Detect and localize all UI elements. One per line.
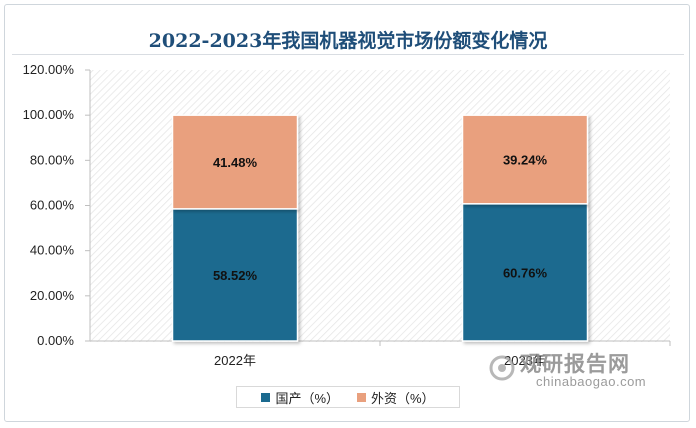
watermark-cn-text: 观研报告网 bbox=[520, 353, 630, 376]
x-tick-label: 2023年 bbox=[504, 353, 546, 368]
bar-segment bbox=[171, 208, 299, 342]
watermark: 观研报告网 chinabaogao.com bbox=[488, 346, 688, 390]
bar-segment bbox=[461, 114, 589, 205]
y-tick-label: 120.00% bbox=[23, 62, 75, 77]
legend-swatch-domestic bbox=[261, 392, 271, 402]
data-label: 58.52% bbox=[213, 268, 258, 283]
y-tick-label: 60.00% bbox=[30, 198, 75, 213]
y-tick-label: 80.00% bbox=[30, 152, 75, 167]
legend-label-foreign: 外资（%） bbox=[371, 390, 435, 406]
legend-label-domestic: 国产（%） bbox=[275, 390, 339, 406]
y-tick-label: 0.00% bbox=[37, 333, 74, 348]
y-tick-label: 100.00% bbox=[23, 107, 75, 122]
legend-swatch-foreign bbox=[357, 392, 366, 402]
watermark-en-text: chinabaogao.com bbox=[536, 374, 647, 389]
x-tick-label: 2022年 bbox=[214, 353, 256, 368]
legend: 国产（%） 外资（%） bbox=[236, 386, 460, 408]
y-tick-label: 40.00% bbox=[30, 243, 75, 258]
chart-title: 2022-2023年我国机器视觉市场份额变化情况 bbox=[148, 30, 548, 52]
watermark-logo-icon bbox=[489, 355, 515, 381]
data-label: 60.76% bbox=[503, 265, 548, 280]
y-tick-label: 20.00% bbox=[30, 288, 75, 303]
data-label: 39.24% bbox=[503, 152, 548, 167]
bar-segment bbox=[461, 203, 589, 342]
data-label: 41.48% bbox=[213, 155, 258, 170]
legend-item-domestic: 国产（%） bbox=[261, 388, 339, 407]
bar-segment bbox=[171, 114, 299, 210]
title-divider bbox=[12, 54, 684, 55]
legend-item-foreign: 外资（%） bbox=[357, 388, 435, 407]
